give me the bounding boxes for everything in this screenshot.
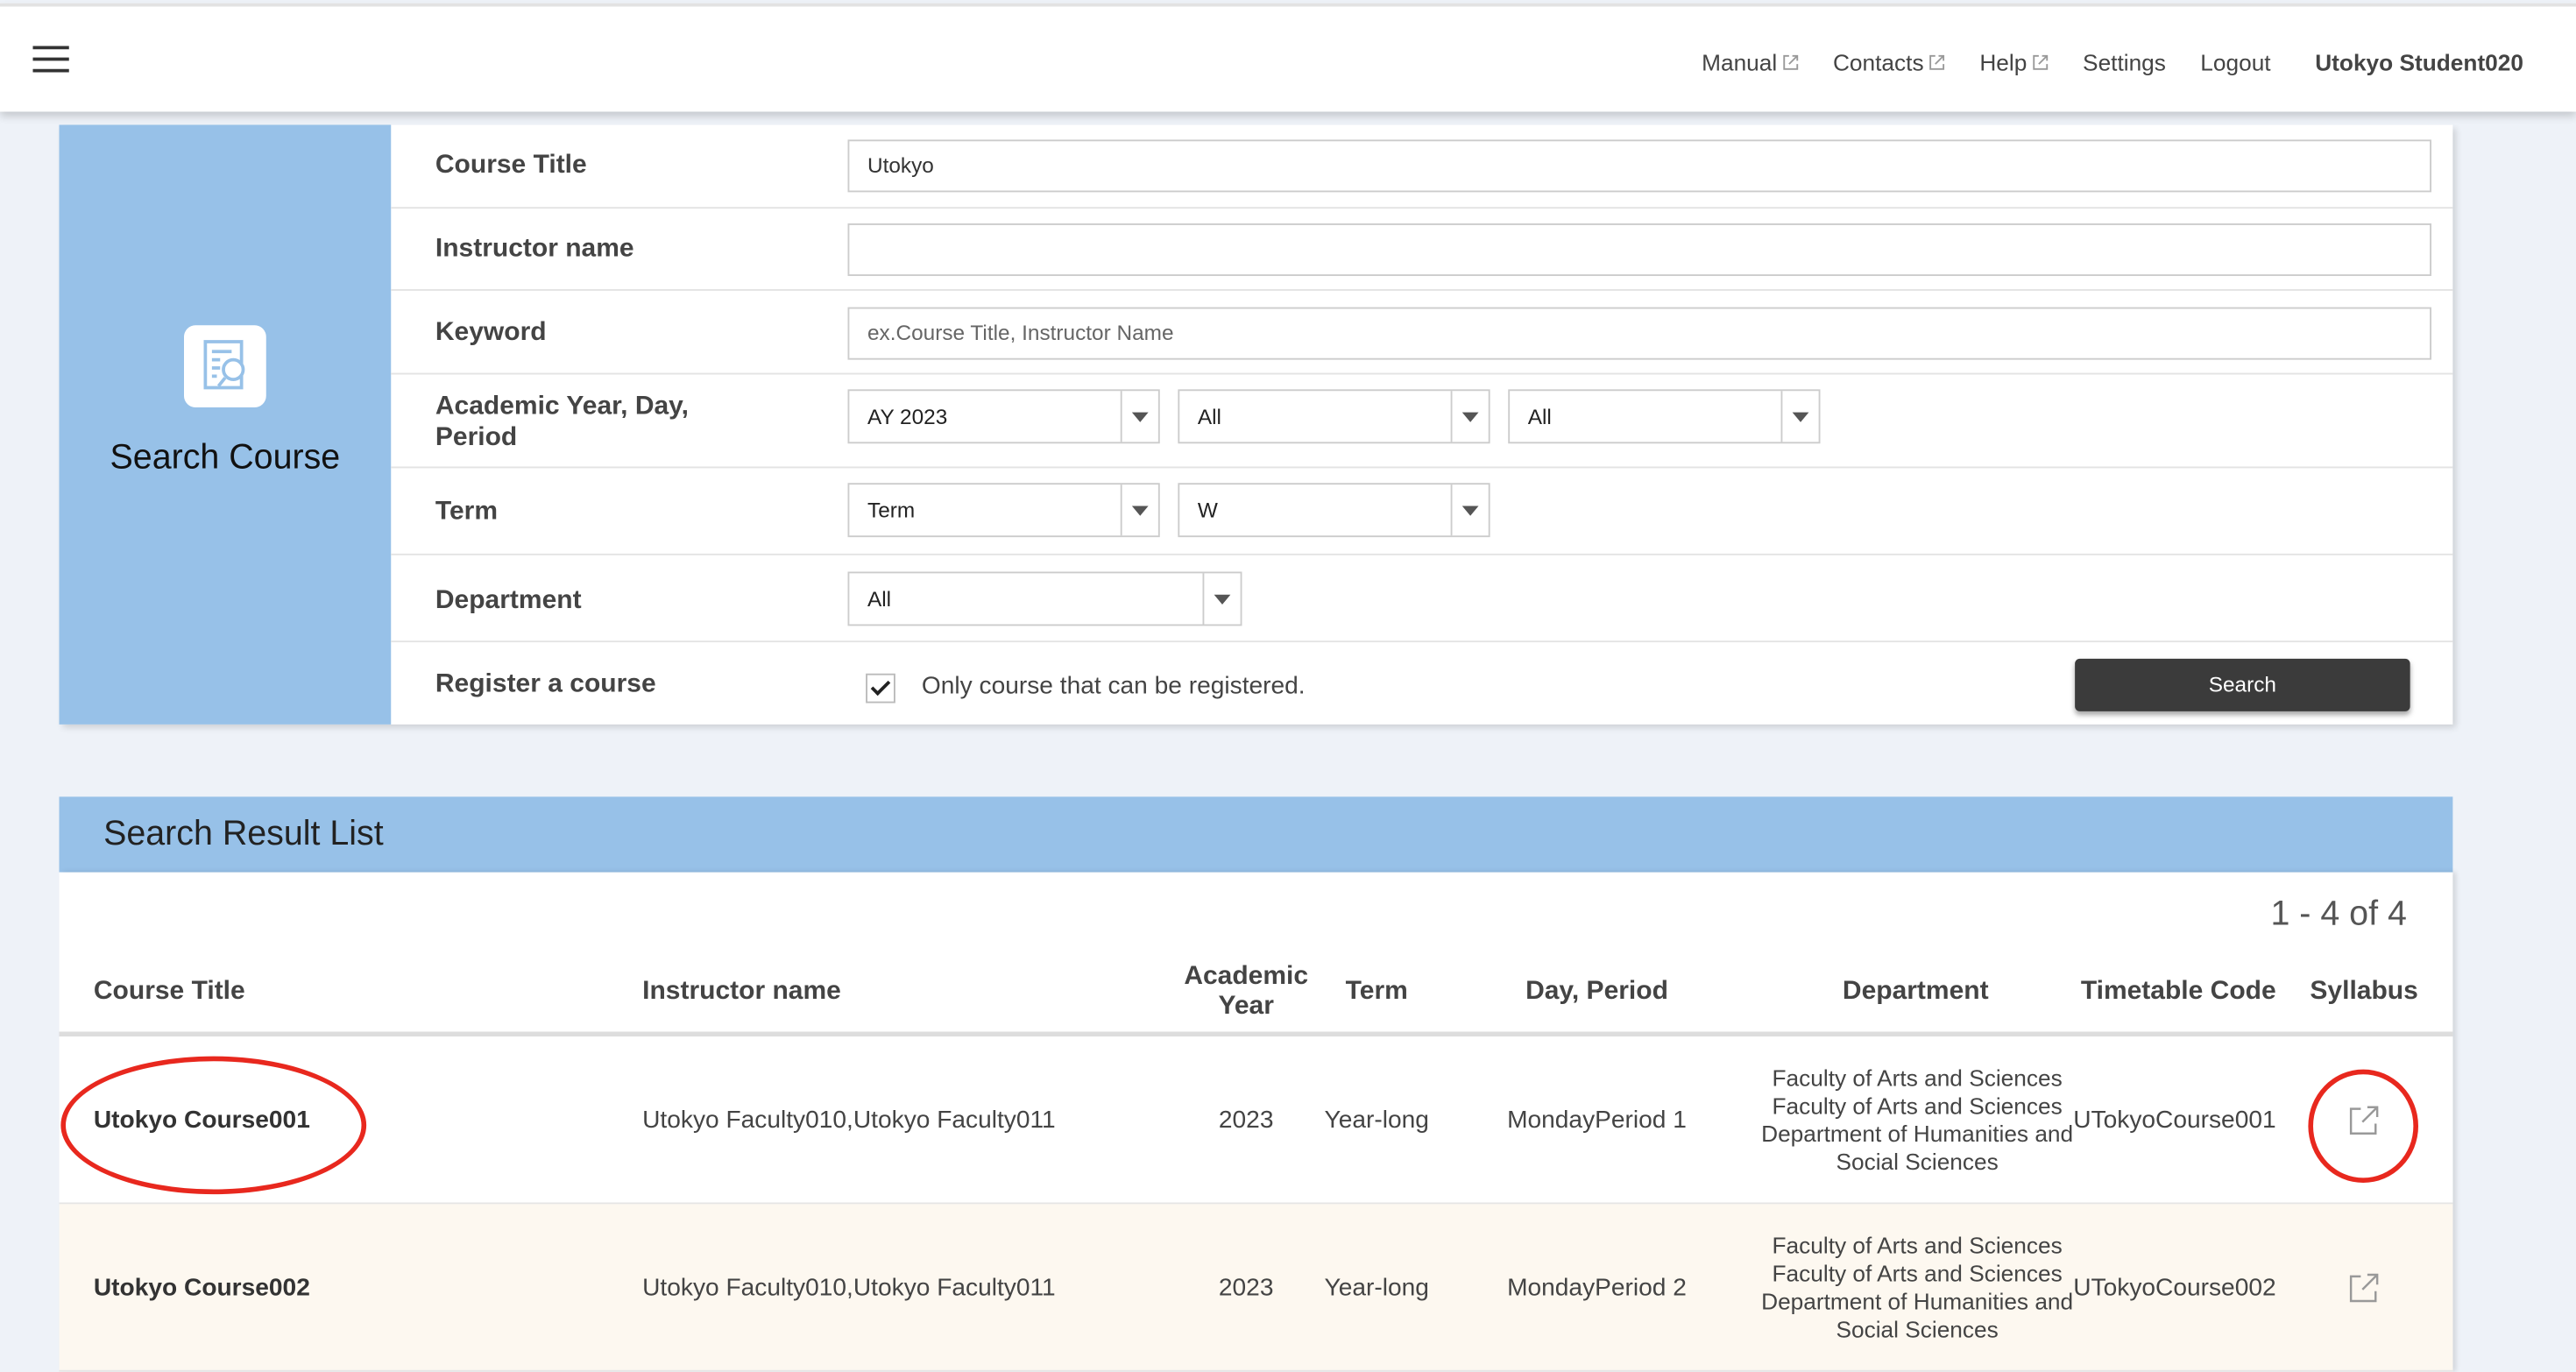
period-select[interactable]: All: [1508, 389, 1821, 444]
course-title-link[interactable]: Utokyo Course002: [93, 1273, 310, 1301]
header-nav: Manual Contacts Help Settings Logout Uto…: [1702, 49, 2523, 75]
external-link-icon[interactable]: [2347, 1104, 2381, 1137]
course-title-link[interactable]: Utokyo Course001: [93, 1105, 310, 1134]
search-panel: Search Course Course Title Instructor na…: [59, 124, 2453, 725]
year-cell: 2023: [1218, 1105, 1274, 1134]
department-cell: Faculty of Arts and Sciences Faculty of A…: [1761, 1064, 2074, 1174]
nav-logout[interactable]: Logout: [2200, 49, 2271, 76]
department-select[interactable]: All: [847, 571, 1242, 626]
instructor-input[interactable]: [847, 223, 2431, 276]
results-table: 1 - 4 of 4 Course Title Instructor name …: [59, 872, 2453, 1372]
register-checkbox-label[interactable]: Only course that can be registered.: [921, 671, 1306, 700]
search-button[interactable]: Search: [2075, 658, 2410, 711]
nav-help[interactable]: Help: [1979, 49, 2048, 75]
user-name[interactable]: Utokyo Student020: [2315, 49, 2523, 76]
year-cell: 2023: [1218, 1273, 1274, 1301]
course-title-input[interactable]: [847, 139, 2431, 193]
row-register: Register a course Only course that can b…: [391, 642, 2452, 725]
instructor-cell: Utokyo Faculty010,Utokyo Faculty011: [642, 1105, 1056, 1134]
external-link-icon: [2032, 54, 2048, 70]
top-bar: Manual Contacts Help Settings Logout Uto…: [0, 3, 2576, 112]
timetable-code-cell: UTokyoCourse002: [2073, 1273, 2276, 1301]
results-header: Search Result List: [59, 796, 2453, 873]
row-academic-year: Academic Year, Day, Period AY 2023 All A…: [391, 375, 2453, 469]
nav-settings[interactable]: Settings: [2083, 49, 2166, 76]
day-period-cell: MondayPeriod 1: [1507, 1105, 1687, 1134]
document-search-icon: [184, 325, 266, 407]
instructor-cell: Utokyo Faculty010,Utokyo Faculty011: [642, 1273, 1056, 1301]
chevron-down-icon: [1202, 573, 1241, 625]
term-cell: Year-long: [1324, 1273, 1429, 1301]
chevron-down-icon: [1120, 391, 1158, 442]
keyword-input[interactable]: [847, 307, 2431, 360]
col-department: Department: [1842, 977, 1989, 1006]
header-divider: [59, 1031, 2453, 1037]
course-title-label: Course Title: [435, 151, 587, 180]
table-row: Utokyo Course002 Utokyo Faculty010,Utoky…: [59, 1204, 2453, 1372]
instructor-label: Instructor name: [435, 235, 634, 263]
day-period-cell: MondayPeriod 2: [1507, 1273, 1687, 1301]
nav-contacts[interactable]: Contacts: [1833, 49, 1945, 75]
external-link-icon: [1929, 54, 1945, 70]
department-label: Department: [435, 586, 582, 615]
table-row: Utokyo Course001 Utokyo Faculty010,Utoky…: [59, 1036, 2453, 1205]
col-day-period: Day, Period: [1525, 977, 1668, 1006]
register-checkbox[interactable]: [866, 673, 895, 704]
hamburger-menu-icon[interactable]: [32, 46, 69, 73]
term-cell: Year-long: [1324, 1105, 1429, 1134]
col-course-title: Course Title: [93, 977, 245, 1006]
year-select[interactable]: AY 2023: [847, 389, 1160, 444]
result-count: 1 - 4 of 4: [2270, 895, 2407, 933]
col-term: Term: [1345, 977, 1408, 1006]
search-sidebar: Search Course: [59, 124, 392, 725]
row-keyword: Keyword: [391, 291, 2453, 375]
external-link-icon: [1782, 54, 1798, 70]
register-label: Register a course: [435, 670, 656, 698]
external-link-icon[interactable]: [2347, 1271, 2381, 1305]
term-type-select[interactable]: Term: [847, 483, 1160, 538]
term-label: Term: [435, 498, 499, 526]
row-course-title: Course Title: [391, 125, 2453, 209]
timetable-code-cell: UTokyoCourse001: [2073, 1105, 2276, 1134]
row-instructor: Instructor name: [391, 207, 2453, 291]
keyword-label: Keyword: [435, 318, 547, 347]
nav-manual[interactable]: Manual: [1702, 49, 1798, 75]
row-department: Department All: [391, 555, 2453, 643]
results-title: Search Result List: [103, 815, 384, 853]
day-select[interactable]: All: [1178, 389, 1490, 444]
academic-year-label: Academic Year, Day, Period: [435, 393, 689, 452]
chevron-down-icon: [1780, 391, 1819, 442]
col-timetable-code: Timetable Code: [2080, 977, 2276, 1006]
row-term: Term Term W: [391, 468, 2453, 555]
chevron-down-icon: [1450, 484, 1489, 536]
col-syllabus: Syllabus: [2310, 977, 2418, 1006]
chevron-down-icon: [1450, 391, 1489, 442]
department-cell: Faculty of Arts and Sciences Faculty of A…: [1761, 1231, 2074, 1341]
chevron-down-icon: [1120, 484, 1158, 536]
search-title: Search Course: [110, 438, 341, 477]
col-instructor: Instructor name: [642, 977, 841, 1006]
term-select[interactable]: W: [1178, 483, 1490, 538]
col-academic-year: Academic Year: [1184, 962, 1309, 1021]
